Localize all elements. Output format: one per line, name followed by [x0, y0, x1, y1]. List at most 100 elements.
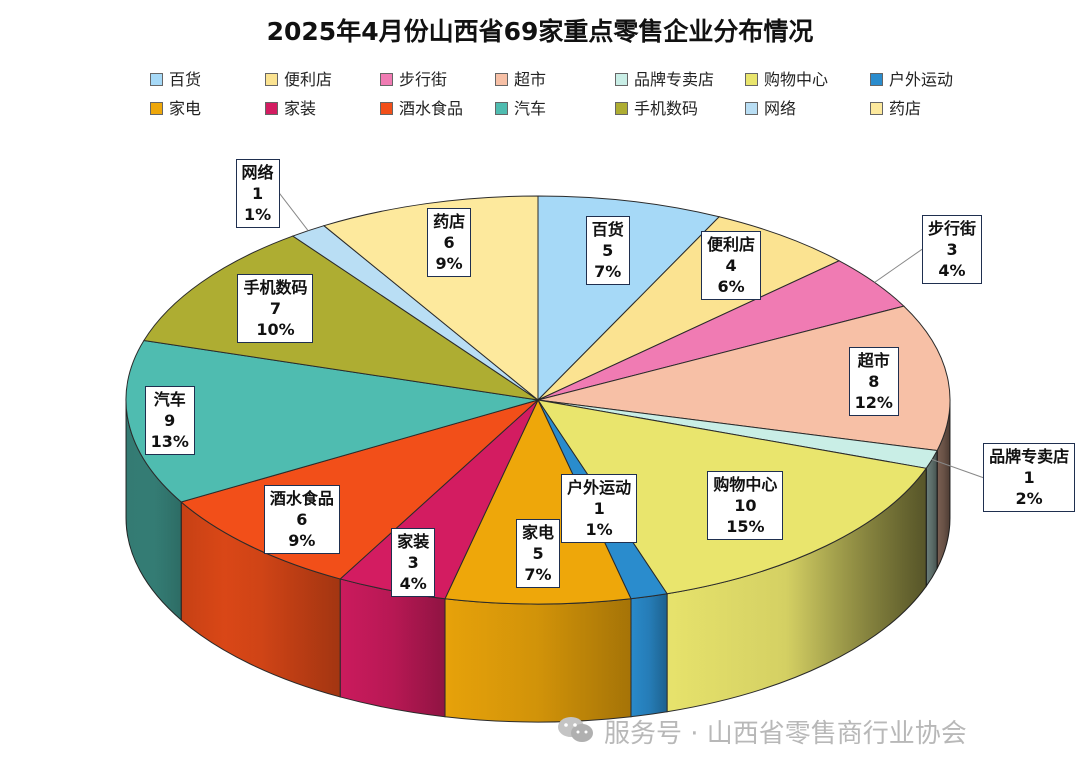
- legend-swatch: [615, 102, 628, 115]
- data-label-value: 1: [1023, 468, 1035, 488]
- legend-label: 步行街: [399, 70, 448, 89]
- chart-title: 2025年4月份山西省69家重点零售企业分布情况: [266, 17, 814, 46]
- legend-item: 酒水食品: [380, 95, 463, 119]
- legend-swatch: [150, 73, 163, 86]
- data-label-name: 网络: [241, 162, 274, 182]
- legend-item: 药店: [870, 95, 921, 119]
- legend-swatch: [745, 73, 758, 86]
- legend-item: 步行街: [380, 66, 447, 90]
- legend-item: 便利店: [265, 66, 332, 90]
- data-label-name: 购物中心: [713, 474, 778, 494]
- legend-label: 家电: [169, 99, 202, 118]
- data-label-value: 7: [269, 298, 282, 318]
- legend-swatch: [495, 102, 508, 115]
- legend-label: 购物中心: [764, 70, 829, 89]
- data-label-value: 1: [251, 183, 264, 203]
- data-label: 品牌专卖店 1 2%: [983, 443, 1076, 513]
- data-label-percent: 4%: [399, 573, 427, 593]
- pie-side-shading: [126, 400, 950, 722]
- data-label-value: 1: [593, 498, 605, 518]
- legend-swatch: [380, 102, 393, 115]
- leader-line: [279, 193, 309, 232]
- leader-line: [931, 459, 984, 479]
- data-label-name: 家装: [397, 531, 430, 551]
- legend-item: 超市: [495, 66, 546, 90]
- data-label-name: 便利店: [707, 235, 756, 255]
- legend-swatch: [745, 102, 758, 115]
- data-label: 百货 5 7%: [585, 216, 630, 286]
- legend-item: 户外运动: [870, 66, 953, 90]
- data-label-percent: 4%: [938, 260, 966, 280]
- pie-slice: [322, 195, 539, 402]
- wechat-icon: [558, 717, 593, 742]
- pie-slice: [125, 339, 539, 503]
- data-label-name: 品牌专卖店: [989, 447, 1070, 467]
- data-label-percent: 7%: [594, 262, 622, 282]
- legend-swatch: [495, 73, 508, 86]
- data-label: 家装 3 4%: [391, 527, 436, 597]
- data-label-value: 9: [164, 411, 176, 431]
- legend-label: 户外运动: [889, 70, 954, 89]
- data-label-percent: 10%: [256, 319, 295, 339]
- data-label-name: 酒水食品: [269, 489, 334, 509]
- data-label-name: 户外运动: [567, 477, 632, 497]
- legend-item: 汽车: [495, 95, 546, 119]
- data-label-name: 药店: [433, 212, 466, 232]
- pie-slice: [537, 305, 951, 452]
- data-label-value: 5: [532, 543, 544, 563]
- legend-swatch: [870, 73, 883, 86]
- leader-line: [874, 248, 923, 283]
- data-label-name: 百货: [591, 220, 624, 240]
- data-label-percent: 1%: [585, 519, 613, 539]
- data-label: 家电 5 7%: [516, 518, 561, 588]
- legend-swatch: [380, 73, 393, 86]
- legend-label: 酒水食品: [399, 99, 464, 118]
- legend-label: 网络: [764, 99, 797, 118]
- data-label: 手机数码 7 10%: [237, 273, 314, 343]
- legend-label: 家装: [284, 99, 317, 118]
- legend-item: 品牌专卖店: [615, 66, 714, 90]
- data-label-value: 3: [407, 552, 419, 572]
- legend-swatch: [265, 102, 278, 115]
- legend-item: 购物中心: [745, 66, 828, 90]
- data-label-percent: 12%: [854, 392, 893, 412]
- data-label-percent: 6%: [717, 277, 745, 297]
- data-label: 户外运动 1 1%: [561, 473, 638, 543]
- data-label-value: 3: [946, 239, 958, 259]
- watermark: 服务号 · 山西省零售商行业协会: [558, 713, 967, 750]
- legend-swatch: [150, 102, 163, 115]
- legend-label: 超市: [514, 70, 547, 89]
- data-label: 便利店 4 6%: [701, 231, 762, 301]
- data-label-percent: 9%: [435, 254, 463, 274]
- pie-slice: [537, 216, 841, 401]
- data-label: 超市 8 12%: [848, 346, 899, 416]
- data-label-percent: 13%: [150, 432, 189, 452]
- data-label-percent: 9%: [288, 531, 316, 551]
- data-label-value: 8: [868, 371, 880, 391]
- data-label-value: 5: [602, 241, 614, 261]
- data-label-name: 超市: [857, 350, 890, 370]
- legend-label: 手机数码: [634, 99, 699, 118]
- legend-item: 家电: [150, 95, 201, 119]
- pie-slice: [444, 398, 632, 605]
- legend-label: 药店: [889, 99, 922, 118]
- legend-item: 百货: [150, 66, 201, 90]
- watermark-text: 服务号 · 山西省零售商行业协会: [604, 719, 967, 749]
- data-label-percent: 2%: [1015, 489, 1043, 509]
- legend-swatch: [615, 73, 628, 86]
- data-label-percent: 7%: [524, 564, 552, 584]
- data-label-name: 步行街: [928, 218, 977, 238]
- data-label-value: 10: [734, 495, 757, 515]
- data-label: 汽车 9 13%: [144, 386, 195, 456]
- legend-swatch: [870, 102, 883, 115]
- legend-swatch: [265, 73, 278, 86]
- legend-label: 品牌专卖店: [634, 70, 715, 89]
- data-label-percent: 1%: [243, 204, 272, 224]
- data-label-percent: 15%: [726, 516, 765, 536]
- pie-slice: [537, 195, 721, 402]
- data-label: 药店 6 9%: [427, 208, 472, 278]
- legend-item: 网络: [745, 95, 796, 119]
- data-label: 购物中心 10 15%: [707, 470, 784, 540]
